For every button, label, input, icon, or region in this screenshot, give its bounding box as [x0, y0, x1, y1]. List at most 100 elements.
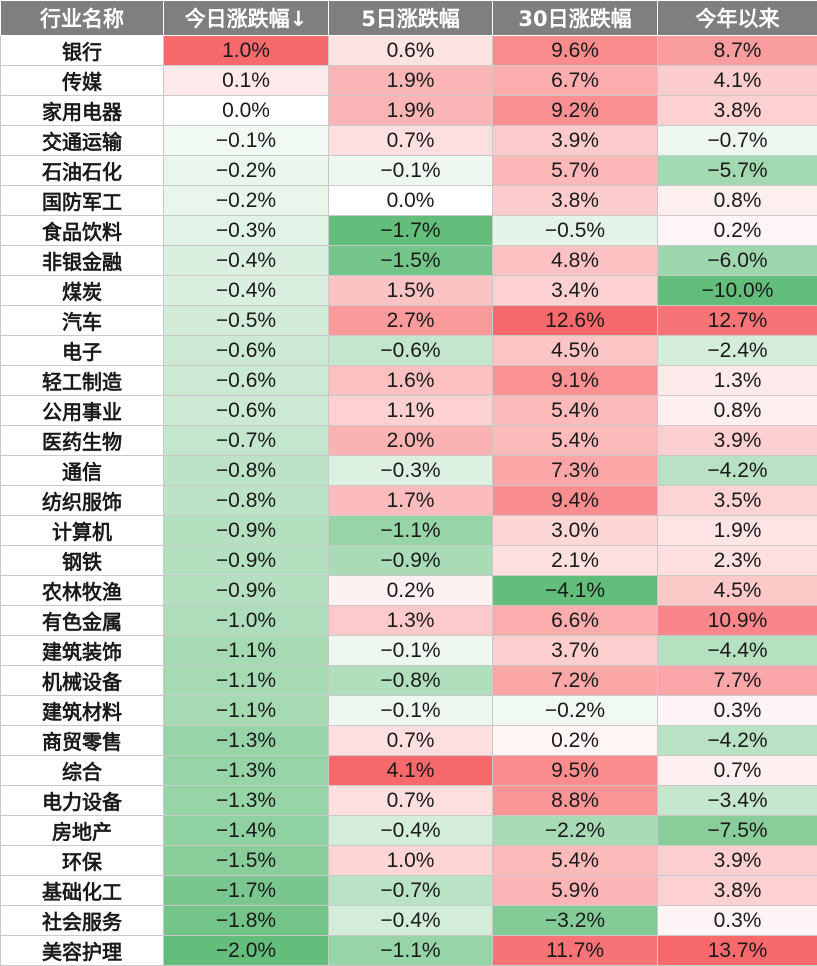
- 5day-change-cell: 2.7%: [329, 306, 493, 336]
- table-row: 通信−0.8%−0.3%7.3%−4.2%: [1, 456, 817, 486]
- industry-name-cell: 传媒: [1, 66, 164, 96]
- header-today-change[interactable]: 今日涨跌幅↓: [164, 1, 329, 36]
- industry-name-cell: 轻工制造: [1, 366, 164, 396]
- industry-name-cell: 社会服务: [1, 906, 164, 936]
- industry-name-cell: 机械设备: [1, 666, 164, 696]
- 5day-change-cell: −0.1%: [329, 636, 493, 666]
- header-30day-change[interactable]: 30日涨跌幅: [493, 1, 658, 36]
- table-row: 基础化工−1.7%−0.7%5.9%3.8%: [1, 876, 817, 906]
- table-row: 美容护理−2.0%−1.1%11.7%13.7%: [1, 936, 817, 966]
- ytd-change-cell: 3.8%: [658, 876, 817, 906]
- today-change-cell: −1.1%: [164, 636, 329, 666]
- industry-name-cell: 电力设备: [1, 786, 164, 816]
- industry-name-cell: 钢铁: [1, 546, 164, 576]
- today-change-cell: −0.5%: [164, 306, 329, 336]
- table-row: 计算机−0.9%−1.1%3.0%1.9%: [1, 516, 817, 546]
- ytd-change-cell: 1.3%: [658, 366, 817, 396]
- ytd-change-cell: −7.5%: [658, 816, 817, 846]
- 5day-change-cell: 1.1%: [329, 396, 493, 426]
- ytd-change-cell: 4.5%: [658, 576, 817, 606]
- 30day-change-cell: 4.5%: [493, 336, 658, 366]
- 30day-change-cell: 11.7%: [493, 936, 658, 966]
- industry-name-cell: 食品饮料: [1, 216, 164, 246]
- industry-name-cell: 建筑装饰: [1, 636, 164, 666]
- today-change-cell: −1.5%: [164, 846, 329, 876]
- today-change-cell: −0.4%: [164, 246, 329, 276]
- ytd-change-cell: 0.8%: [658, 186, 817, 216]
- table-row: 电子−0.6%−0.6%4.5%−2.4%: [1, 336, 817, 366]
- industry-name-cell: 通信: [1, 456, 164, 486]
- 5day-change-cell: 1.3%: [329, 606, 493, 636]
- 5day-change-cell: −0.3%: [329, 456, 493, 486]
- 30day-change-cell: 9.1%: [493, 366, 658, 396]
- 30day-change-cell: −0.2%: [493, 696, 658, 726]
- today-change-cell: −1.8%: [164, 906, 329, 936]
- industry-name-cell: 石油石化: [1, 156, 164, 186]
- today-change-cell: −1.7%: [164, 876, 329, 906]
- 5day-change-cell: −1.1%: [329, 936, 493, 966]
- table-row: 房地产−1.4%−0.4%−2.2%−7.5%: [1, 816, 817, 846]
- ytd-change-cell: 0.8%: [658, 396, 817, 426]
- today-change-cell: −0.9%: [164, 576, 329, 606]
- table-row: 社会服务−1.8%−0.4%−3.2%0.3%: [1, 906, 817, 936]
- industry-name-cell: 有色金属: [1, 606, 164, 636]
- ytd-change-cell: −10.0%: [658, 276, 817, 306]
- today-change-cell: −1.1%: [164, 696, 329, 726]
- 5day-change-cell: 0.7%: [329, 786, 493, 816]
- table-row: 综合−1.3%4.1%9.5%0.7%: [1, 756, 817, 786]
- today-change-cell: −1.3%: [164, 786, 329, 816]
- header-ytd-change[interactable]: 今年以来: [658, 1, 817, 36]
- table-row: 石油石化−0.2%−0.1%5.7%−5.7%: [1, 156, 817, 186]
- industry-name-cell: 国防军工: [1, 186, 164, 216]
- 5day-change-cell: 4.1%: [329, 756, 493, 786]
- 5day-change-cell: 0.2%: [329, 576, 493, 606]
- today-change-cell: −0.2%: [164, 186, 329, 216]
- industry-name-cell: 汽车: [1, 306, 164, 336]
- 30day-change-cell: 3.7%: [493, 636, 658, 666]
- ytd-change-cell: −4.2%: [658, 726, 817, 756]
- ytd-change-cell: 3.9%: [658, 426, 817, 456]
- today-change-cell: −1.3%: [164, 756, 329, 786]
- table-header: 行业名称 今日涨跌幅↓ 5日涨跌幅 30日涨跌幅 今年以来: [1, 1, 817, 36]
- ytd-change-cell: 2.3%: [658, 546, 817, 576]
- industry-name-cell: 基础化工: [1, 876, 164, 906]
- header-industry-name[interactable]: 行业名称: [1, 1, 164, 36]
- today-change-cell: −0.8%: [164, 486, 329, 516]
- 5day-change-cell: 1.0%: [329, 846, 493, 876]
- 30day-change-cell: 3.0%: [493, 516, 658, 546]
- ytd-change-cell: 1.9%: [658, 516, 817, 546]
- ytd-change-cell: 13.7%: [658, 936, 817, 966]
- industry-name-cell: 医药生物: [1, 426, 164, 456]
- ytd-change-cell: 7.7%: [658, 666, 817, 696]
- 30day-change-cell: 4.8%: [493, 246, 658, 276]
- 30day-change-cell: 9.6%: [493, 36, 658, 66]
- industry-name-cell: 计算机: [1, 516, 164, 546]
- table-row: 交通运输−0.1%0.7%3.9%−0.7%: [1, 126, 817, 156]
- today-change-cell: −0.6%: [164, 366, 329, 396]
- ytd-change-cell: 3.5%: [658, 486, 817, 516]
- ytd-change-cell: 3.8%: [658, 96, 817, 126]
- industry-name-cell: 公用事业: [1, 396, 164, 426]
- industry-name-cell: 美容护理: [1, 936, 164, 966]
- ytd-change-cell: −3.4%: [658, 786, 817, 816]
- today-change-cell: −0.4%: [164, 276, 329, 306]
- ytd-change-cell: 0.2%: [658, 216, 817, 246]
- ytd-change-cell: −6.0%: [658, 246, 817, 276]
- table-row: 有色金属−1.0%1.3%6.6%10.9%: [1, 606, 817, 636]
- 30day-change-cell: 5.4%: [493, 846, 658, 876]
- 30day-change-cell: 0.2%: [493, 726, 658, 756]
- industry-name-cell: 环保: [1, 846, 164, 876]
- 30day-change-cell: 5.4%: [493, 426, 658, 456]
- table-row: 环保−1.5%1.0%5.4%3.9%: [1, 846, 817, 876]
- table-row: 纺织服饰−0.8%1.7%9.4%3.5%: [1, 486, 817, 516]
- ytd-change-cell: 12.7%: [658, 306, 817, 336]
- table-row: 商贸零售−1.3%0.7%0.2%−4.2%: [1, 726, 817, 756]
- today-change-cell: −0.7%: [164, 426, 329, 456]
- header-5day-change[interactable]: 5日涨跌幅: [329, 1, 493, 36]
- table-row: 医药生物−0.7%2.0%5.4%3.9%: [1, 426, 817, 456]
- today-change-cell: −1.4%: [164, 816, 329, 846]
- 5day-change-cell: −0.1%: [329, 156, 493, 186]
